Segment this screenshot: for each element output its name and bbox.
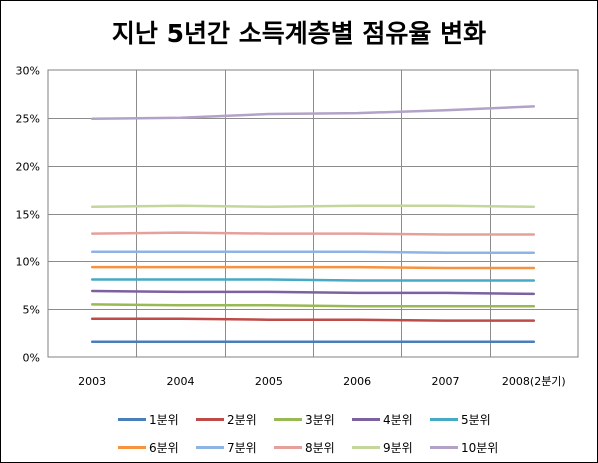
x-tick-label: 2003 [78, 375, 106, 388]
legend-item: 2분위 [196, 410, 274, 428]
legend-label: 1분위 [149, 412, 179, 427]
series-line [90, 204, 536, 209]
legend-swatch [430, 417, 458, 421]
x-tick-label: 2007 [432, 375, 460, 388]
chart-title: 지난 5년간 소득계층별 점유율 변화 [111, 19, 487, 48]
series-line [90, 303, 536, 308]
legend-swatch [196, 417, 224, 421]
y-tick-label: 0% [23, 352, 40, 365]
x-tick-label: 2006 [343, 375, 371, 388]
y-tick-label: 5% [23, 304, 40, 317]
x-tick-label: 2005 [255, 375, 283, 388]
series-line [90, 250, 536, 254]
y-tick-label: 20% [16, 161, 40, 174]
legend-item: 3분위 [274, 410, 352, 428]
series-line [90, 278, 536, 282]
legend-item: 7분위 [196, 438, 274, 456]
series-line [90, 317, 536, 322]
series-line [90, 265, 536, 270]
legend-item: 1분위 [118, 410, 196, 428]
legend-swatch [352, 445, 380, 449]
x-tick-label: 2008(2분기) [502, 375, 566, 388]
legend-label: 5분위 [461, 412, 491, 427]
legend-swatch [196, 445, 224, 449]
legend-item: 9분위 [352, 438, 430, 456]
legend-swatch [118, 445, 146, 449]
legend-item: 10분위 [430, 438, 508, 456]
legend-item: 5분위 [430, 410, 508, 428]
series-line [90, 105, 536, 121]
legend-label: 8분위 [305, 440, 335, 455]
legend-label: 10분위 [461, 440, 499, 455]
legend-swatch [430, 445, 458, 449]
legend-item: 8분위 [274, 438, 352, 456]
legend-swatch [274, 417, 302, 421]
y-tick-label: 15% [16, 209, 40, 222]
y-tick-label: 10% [16, 256, 40, 269]
y-tick-label: 30% [16, 65, 40, 78]
legend-swatch [118, 417, 146, 421]
series-line [90, 231, 536, 236]
legend-item: 4분위 [352, 410, 430, 428]
legend-swatch [274, 445, 302, 449]
chart-legend: 1분위 2분위 3분위 4분위 5분위 6분위 7분위 8분위 9분위 10분위 [118, 410, 508, 456]
legend-item: 6분위 [118, 438, 196, 456]
legend-label: 4분위 [383, 412, 413, 427]
legend-label: 7분위 [227, 440, 257, 455]
legend-label: 3분위 [305, 412, 335, 427]
x-tick-label: 2004 [167, 375, 195, 388]
legend-swatch [352, 417, 380, 421]
legend-label: 6분위 [149, 440, 179, 455]
series-line [90, 289, 536, 296]
y-tick-label: 25% [16, 113, 40, 126]
legend-label: 9분위 [383, 440, 413, 455]
legend-label: 2분위 [227, 412, 257, 427]
